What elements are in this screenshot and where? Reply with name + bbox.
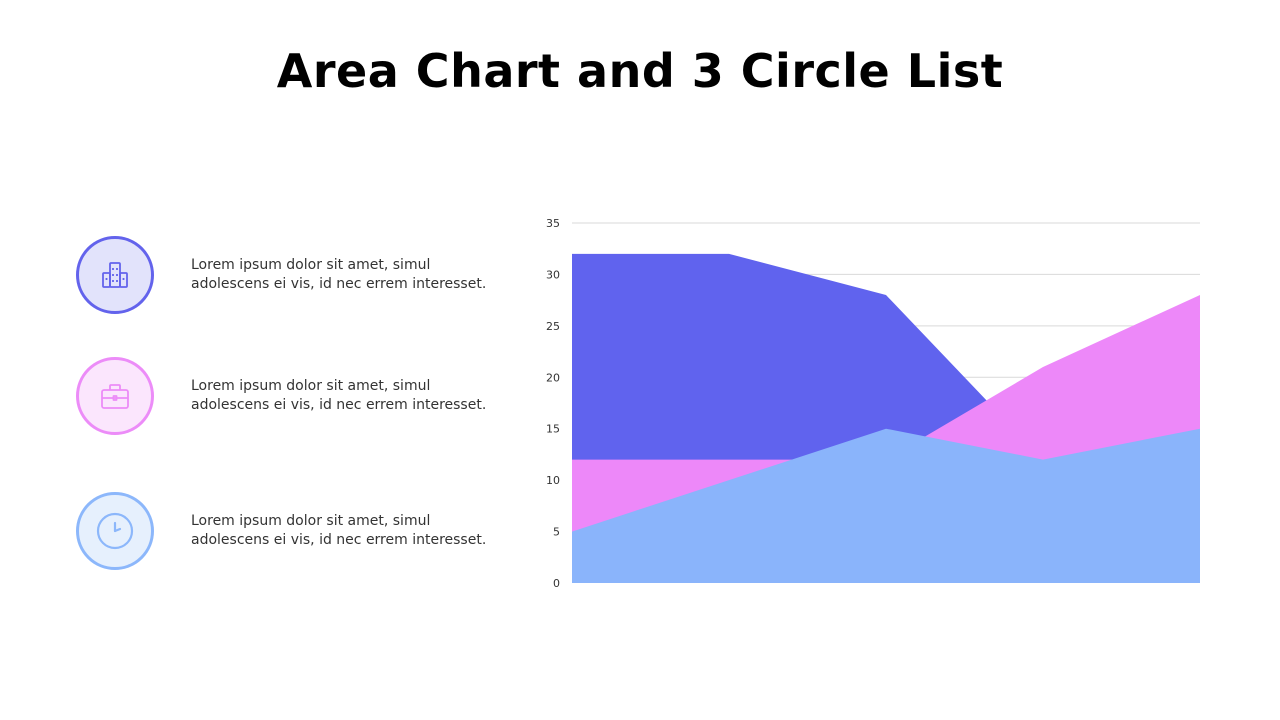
y-tick-label: 0 — [553, 577, 560, 590]
circle-3 — [76, 492, 154, 570]
list-item-line: Lorem ipsum dolor sit amet, simul — [191, 513, 431, 529]
list-item-3: Lorem ipsum dolor sit amet, simul adoles… — [76, 492, 496, 576]
briefcase-icon — [101, 384, 129, 409]
list-item-2: Lorem ipsum dolor sit amet, simul adoles… — [76, 357, 496, 441]
y-tick-label: 5 — [553, 526, 560, 539]
y-tick-label: 15 — [546, 423, 560, 436]
clock-icon — [96, 512, 134, 550]
y-tick-label: 35 — [546, 217, 560, 230]
building-icon — [102, 262, 128, 288]
list-item-line: Lorem ipsum dolor sit amet, simul — [191, 378, 431, 394]
y-tick-label: 25 — [546, 320, 560, 333]
list-item-line: adolescens ei vis, id nec errem interess… — [191, 532, 487, 548]
circle-1 — [76, 236, 154, 314]
list-item-line: adolescens ei vis, id nec errem interess… — [191, 276, 487, 292]
circle-2 — [76, 357, 154, 435]
y-tick-label: 20 — [546, 371, 560, 384]
y-tick-label: 10 — [546, 474, 560, 487]
page-title: Area Chart and 3 Circle List — [276, 44, 1004, 98]
list-item-1: Lorem ipsum dolor sit amet, simul adoles… — [76, 236, 496, 320]
area-chart: 0 5 10 15 20 25 30 35 — [546, 217, 1200, 590]
list-item-line: Lorem ipsum dolor sit amet, simul — [191, 257, 431, 273]
list-item-text: Lorem ipsum dolor sit amet, simul adoles… — [191, 256, 491, 294]
y-tick-label: 30 — [546, 268, 560, 281]
list-item-line: adolescens ei vis, id nec errem interess… — [191, 397, 487, 413]
list-item-text: Lorem ipsum dolor sit amet, simul adoles… — [191, 512, 491, 550]
list-item-text: Lorem ipsum dolor sit amet, simul adoles… — [191, 377, 491, 415]
area-series-3 — [572, 428, 1200, 583]
